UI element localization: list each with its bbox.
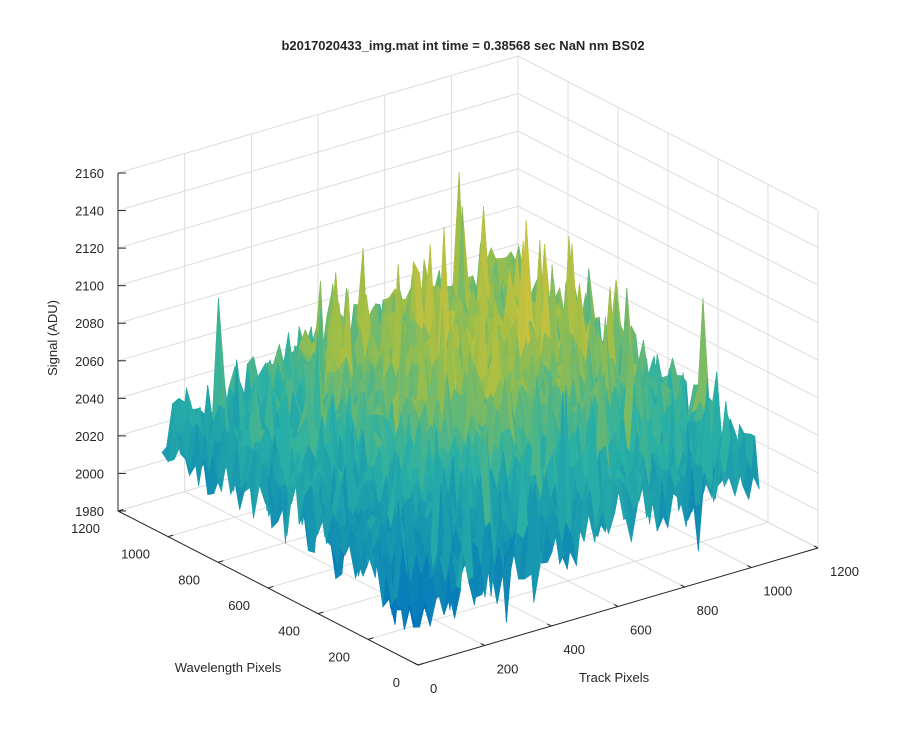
y-tick-label: 800 bbox=[178, 572, 200, 587]
x-tick bbox=[747, 565, 752, 568]
y-tick bbox=[117, 508, 124, 512]
z-tick-label: 2060 bbox=[75, 354, 104, 369]
y-tick-label: 200 bbox=[328, 649, 350, 664]
x-tick bbox=[613, 604, 619, 607]
x-tick bbox=[480, 643, 485, 646]
x-tick-label: 1000 bbox=[763, 584, 792, 599]
backwall-grid-line bbox=[117, 55, 519, 174]
x-tick bbox=[413, 662, 419, 666]
x-tick bbox=[547, 623, 552, 627]
z-axis-title: Signal (ADU) bbox=[45, 300, 60, 376]
y-tick-label: 1200 bbox=[71, 521, 100, 536]
backwall-grid-line bbox=[517, 93, 819, 249]
x-tick-label: 800 bbox=[697, 603, 719, 618]
z-tick-label: 2100 bbox=[75, 279, 104, 294]
tick-layer: 1980200020202040206020802100212021402160… bbox=[71, 166, 859, 696]
z-tick-label: 2040 bbox=[75, 391, 104, 406]
y-tick bbox=[417, 662, 424, 666]
backwall-grid-line bbox=[117, 168, 519, 287]
backwall-grid-line bbox=[517, 205, 819, 361]
y-tick bbox=[217, 560, 224, 563]
z-tick-label: 2020 bbox=[75, 429, 104, 444]
y-tick-label: 1000 bbox=[121, 547, 150, 562]
x-tick-label: 0 bbox=[430, 681, 437, 696]
backwall-grid-line bbox=[117, 205, 519, 324]
y-axis-title: Wavelength Pixels bbox=[175, 660, 282, 675]
backwall-grid-line bbox=[517, 55, 819, 211]
y-tick-label: 600 bbox=[228, 598, 250, 613]
z-tick-label: 2140 bbox=[75, 204, 104, 219]
y-tick-label: 400 bbox=[278, 624, 300, 639]
backwall-grid-line bbox=[517, 168, 819, 324]
y-tick bbox=[317, 611, 324, 615]
x-tick-label: 200 bbox=[497, 662, 519, 677]
backwall-grid-line bbox=[117, 243, 519, 362]
z-tick-label: 2160 bbox=[75, 166, 104, 181]
x-tick-label: 1200 bbox=[830, 564, 859, 579]
x-axis-title: Track Pixels bbox=[579, 670, 650, 685]
y-tick bbox=[167, 534, 174, 538]
z-tick-label: 2080 bbox=[75, 316, 104, 331]
x-tick bbox=[813, 545, 819, 549]
y-tick-label: 0 bbox=[393, 675, 400, 690]
backwall-grid-line bbox=[517, 130, 819, 286]
x-tick-label: 600 bbox=[630, 623, 652, 638]
surface-layer bbox=[161, 172, 760, 630]
z-tick-label: 2000 bbox=[75, 466, 104, 481]
y-tick bbox=[267, 585, 274, 589]
x-tick-label: 400 bbox=[563, 642, 585, 657]
z-tick-label: 2120 bbox=[75, 241, 104, 256]
y-tick bbox=[367, 637, 374, 640]
chart-title: b2017020433_img.mat int time = 0.38568 s… bbox=[281, 38, 644, 53]
backwall-grid-line bbox=[117, 130, 519, 249]
floor-grid-line bbox=[367, 521, 769, 640]
backwall-grid-line bbox=[117, 93, 519, 212]
surface-patch bbox=[412, 605, 425, 628]
x-tick bbox=[680, 584, 685, 588]
z-tick-label: 1980 bbox=[75, 504, 104, 519]
